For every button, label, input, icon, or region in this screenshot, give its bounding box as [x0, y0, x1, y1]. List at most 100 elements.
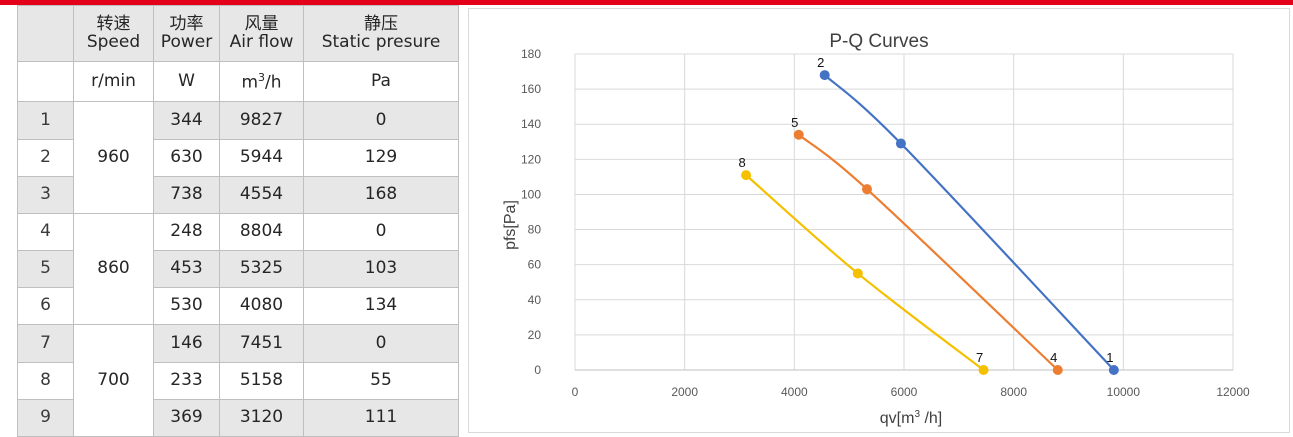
pressure-cell: 55: [303, 361, 459, 400]
data-point: [978, 365, 989, 375]
y-tick-label: 100: [521, 187, 541, 201]
x-tick-label: 8000: [1000, 385, 1027, 399]
speed-unit: r/min: [73, 61, 154, 103]
power-unit: W: [153, 61, 220, 103]
power-cell: 233: [153, 361, 220, 400]
y-tick-label: 120: [521, 152, 541, 166]
speed-cell: 700: [73, 324, 154, 437]
power-cell: 738: [153, 175, 220, 214]
data-point: [895, 138, 906, 149]
airflow-cell: 5325: [219, 250, 304, 289]
power-cell: 630: [153, 138, 220, 177]
y-tick-label: 160: [521, 82, 541, 96]
pressure-cell: 0: [303, 212, 459, 252]
point-label: 2: [817, 55, 824, 70]
power-cell: 530: [153, 287, 220, 326]
table-row: 3 738 4554 168: [17, 175, 459, 214]
series-line-1: [823, 74, 1115, 371]
series-line-2: [798, 133, 1059, 371]
corner-cell: [17, 4, 74, 63]
speed-header: 转速 Speed: [73, 4, 154, 63]
airflow-cell: 7451: [219, 324, 304, 363]
point-label: 7: [976, 350, 983, 365]
power-cell: 146: [153, 324, 220, 363]
unit-row: r/min W m3/h Pa: [17, 61, 459, 103]
x-tick-label: 10000: [1107, 385, 1141, 399]
table-row: 5 453 5325 103: [17, 250, 459, 289]
airflow-cell: 9827: [219, 101, 304, 140]
data-point: [793, 129, 804, 140]
table-row: 2 630 5944 129: [17, 138, 459, 177]
y-tick-label: 140: [521, 117, 541, 131]
y-tick-label: 80: [528, 223, 542, 237]
power-cell: 248: [153, 212, 220, 252]
row-index: 3: [17, 175, 74, 214]
data-point: [741, 170, 752, 181]
airflow-cell: 3120: [219, 398, 304, 437]
row-index: 7: [17, 324, 74, 363]
unit-corner-cell: [17, 61, 74, 103]
row-index: 1: [17, 101, 74, 140]
data-point: [852, 268, 863, 279]
speed-cell: 960: [73, 101, 154, 214]
y-tick-label: 0: [534, 363, 541, 377]
y-tick-label: 180: [521, 47, 541, 61]
point-label: 5: [791, 115, 798, 130]
data-point: [1108, 365, 1119, 375]
speed-cell: 860: [73, 212, 154, 326]
pressure-cell: 111: [303, 398, 459, 437]
x-tick-label: 6000: [891, 385, 918, 399]
table-row: 7 700 146 7451 0: [17, 324, 459, 437]
fan-spec-table: 转速 Speed 功率 Power 风量 Air flow 静压 Static pres…: [17, 4, 459, 437]
pressure-header: 静压 Static presure: [303, 4, 459, 63]
row-index: 4: [17, 212, 74, 252]
power-cell: 369: [153, 398, 220, 437]
airflow-cell: 4554: [219, 175, 304, 214]
pressure-cell: 0: [303, 101, 459, 140]
data-point: [819, 70, 830, 81]
pressure-cell: 103: [303, 250, 459, 289]
x-axis-label: qv[m3 /h]: [880, 409, 942, 427]
table-row: 6 530 4080 134: [17, 287, 459, 326]
table-row: 9 369 3120 111: [17, 398, 459, 437]
airflow-unit: m3/h: [219, 61, 304, 103]
airflow-cell: 5944: [219, 138, 304, 177]
pressure-unit: Pa: [303, 61, 459, 103]
pressure-cell: 129: [303, 138, 459, 177]
gridlines: [574, 53, 1234, 371]
table-row: 4 860 248 8804 0: [17, 212, 459, 326]
top-accent-bar: [0, 0, 1293, 5]
y-axis-label: pfs[Pa]: [502, 200, 519, 250]
row-index: 2: [17, 138, 74, 177]
airflow-header: 风量 Air flow: [219, 4, 304, 63]
point-label: 8: [738, 155, 745, 170]
pq-chart-panel: P-Q Curves pfs[Pa] qv[m3 /h] 0 20 40 60 80 10…: [468, 8, 1290, 433]
data-point: [861, 184, 872, 195]
power-header: 功率 Power: [153, 4, 220, 63]
power-cell: 453: [153, 250, 220, 289]
row-index: 5: [17, 250, 74, 289]
row-index: 6: [17, 287, 74, 326]
x-tick-label: 0: [572, 385, 579, 399]
x-tick-label: 4000: [781, 385, 808, 399]
point-label: 1: [1106, 350, 1113, 365]
airflow-cell: 4080: [219, 287, 304, 326]
x-tick-label: 12000: [1216, 385, 1250, 399]
pq-chart: P-Q Curves pfs[Pa] qv[m3 /h] 02040608010…: [502, 31, 1250, 427]
series-line-3: [745, 174, 985, 371]
row-index: 9: [17, 398, 74, 437]
y-tick-label: 40: [528, 293, 542, 307]
x-tick-label: 2000: [671, 385, 698, 399]
y-tick-label: 20: [528, 328, 542, 342]
table-row: 1 960 344 9827 0: [17, 101, 459, 214]
airflow-cell: 5158: [219, 361, 304, 400]
chart-title: P-Q Curves: [829, 31, 928, 52]
pressure-cell: 168: [303, 175, 459, 214]
data-point: [1052, 365, 1063, 375]
pressure-cell: 134: [303, 287, 459, 326]
airflow-cell: 8804: [219, 212, 304, 252]
point-label: 4: [1050, 350, 1057, 365]
power-cell: 344: [153, 101, 220, 140]
header-row: 转速 Speed 功率 Power 风量 Air flow 静压 Static pres…: [17, 4, 459, 63]
row-index: 8: [17, 361, 74, 400]
